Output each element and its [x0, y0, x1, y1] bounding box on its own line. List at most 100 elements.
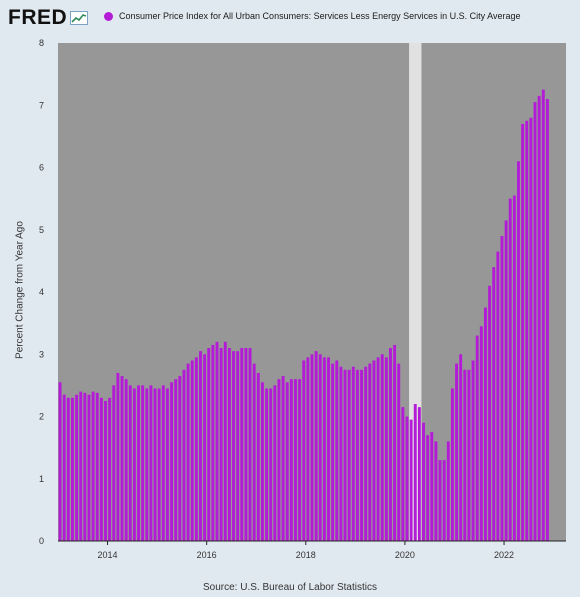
- bar: [277, 379, 281, 541]
- bar: [161, 385, 165, 541]
- bar: [66, 397, 70, 541]
- bar: [405, 416, 409, 541]
- bar: [137, 385, 140, 541]
- bar: [128, 385, 132, 541]
- bar: [310, 354, 314, 541]
- bar: [211, 344, 215, 541]
- bar: [87, 394, 91, 541]
- bar: [227, 348, 231, 541]
- bar: [207, 348, 211, 541]
- bar: [248, 348, 252, 541]
- bar: [91, 391, 95, 541]
- bar: [112, 385, 116, 541]
- bar: [492, 267, 496, 541]
- y-tick-label: 2: [39, 412, 44, 422]
- bar: [318, 354, 322, 541]
- bar: [141, 385, 145, 541]
- bar: [281, 376, 285, 541]
- bar: [508, 198, 512, 541]
- y-tick-label: 6: [39, 163, 44, 173]
- bar: [269, 388, 273, 541]
- bar: [186, 363, 190, 541]
- bar: [434, 441, 438, 541]
- bar: [422, 422, 425, 541]
- legend: Consumer Price Index for All Urban Consu…: [104, 11, 521, 21]
- bar: [99, 397, 103, 541]
- bar: [240, 348, 244, 541]
- bar: [351, 366, 355, 541]
- bar: [504, 220, 508, 541]
- legend-swatch: [104, 11, 113, 21]
- bar: [294, 379, 297, 541]
- bar: [541, 89, 545, 541]
- bar: [83, 392, 87, 541]
- bar: [467, 369, 471, 541]
- bar: [62, 394, 66, 541]
- bar: [116, 372, 120, 541]
- bar: [376, 357, 380, 541]
- bar: [182, 369, 186, 541]
- bar: [132, 388, 136, 541]
- bar: [347, 369, 351, 541]
- bar: [145, 388, 149, 541]
- bar: [537, 95, 541, 541]
- bar: [331, 363, 335, 541]
- bar: [512, 195, 516, 541]
- bar: [479, 326, 483, 541]
- bar: [174, 379, 178, 541]
- bar: [430, 432, 434, 541]
- bar: [500, 235, 504, 541]
- bar: [194, 357, 198, 541]
- y-tick-label: 4: [39, 287, 44, 297]
- bar: [335, 360, 339, 541]
- bar: [496, 251, 500, 541]
- chart-header: FRED Consumer Price Index for All Urban …: [0, 0, 580, 40]
- bar: [327, 357, 330, 541]
- bar: [364, 366, 368, 541]
- x-tick-label: 2018: [296, 550, 316, 560]
- x-tick-label: 2022: [494, 550, 514, 560]
- bar: [343, 369, 347, 541]
- bar: [190, 360, 194, 541]
- bar: [372, 360, 376, 541]
- bar: [219, 348, 223, 541]
- bar: [104, 400, 107, 541]
- bar: [108, 397, 112, 541]
- bar: [285, 382, 289, 541]
- bar: [525, 120, 529, 541]
- bar: [149, 385, 153, 541]
- bar: [256, 372, 260, 541]
- bar: [244, 348, 248, 541]
- bar: [302, 360, 306, 541]
- bar: [71, 397, 74, 541]
- x-tick-label: 2020: [395, 550, 415, 560]
- bar: [289, 379, 293, 541]
- bar: [166, 388, 169, 541]
- bar: [215, 341, 219, 541]
- y-axis-title: Percent Change from Year Ago: [14, 221, 26, 359]
- bar: [517, 161, 520, 541]
- bar: [401, 407, 405, 541]
- bar: [232, 351, 235, 541]
- bar: [153, 388, 157, 541]
- bar: [397, 363, 401, 541]
- y-tick-label: 8: [39, 38, 44, 48]
- bar: [298, 379, 302, 541]
- bar: [203, 354, 207, 541]
- legend-label: Consumer Price Index for All Urban Consu…: [119, 11, 521, 21]
- bar: [339, 366, 343, 541]
- bar: [157, 388, 161, 541]
- bar: [426, 435, 430, 541]
- bar: [384, 357, 388, 541]
- y-tick-label: 5: [39, 225, 44, 235]
- bar: [459, 354, 463, 541]
- y-tick-label: 1: [39, 474, 44, 484]
- bar: [314, 351, 318, 541]
- fred-logo[interactable]: FRED: [8, 6, 89, 30]
- bar: [521, 123, 525, 542]
- y-tick-label: 7: [39, 100, 44, 110]
- bar: [95, 392, 99, 541]
- bar: [265, 388, 269, 541]
